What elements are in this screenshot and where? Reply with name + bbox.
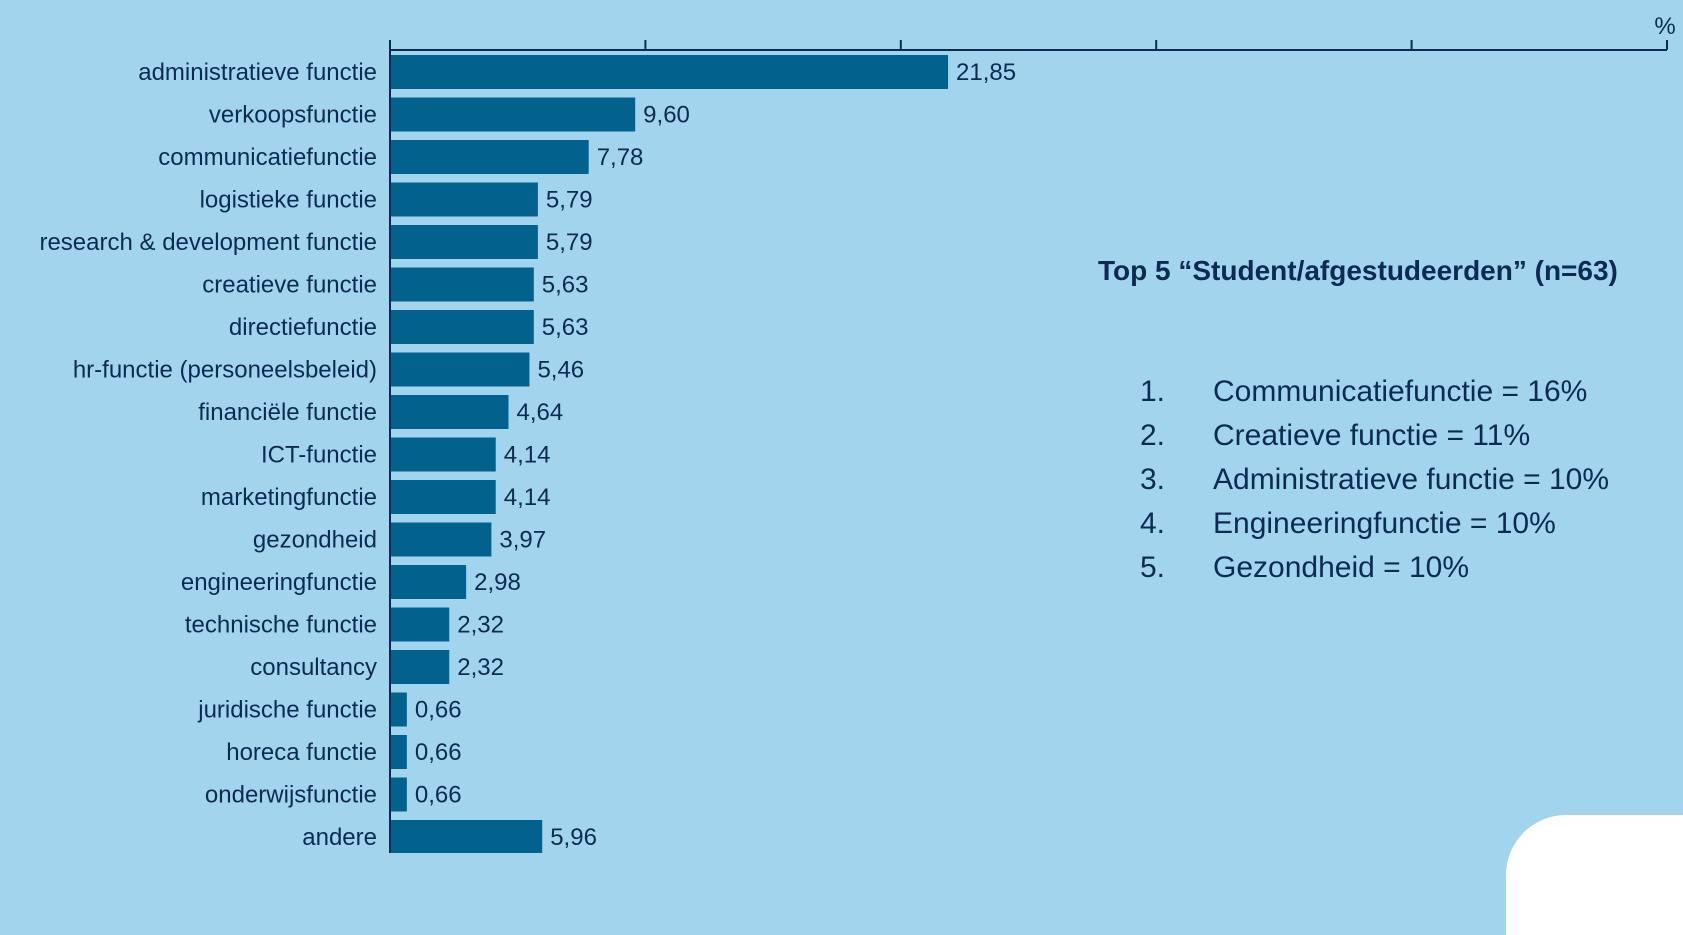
bar bbox=[391, 310, 534, 344]
bar bbox=[391, 480, 496, 514]
value-label: 5,96 bbox=[550, 824, 597, 851]
value-label: 21,85 bbox=[956, 59, 1016, 86]
value-label: 9,60 bbox=[643, 102, 690, 129]
category-label: research & development functie bbox=[39, 229, 377, 256]
top5-item-text: Administratieve functie = 10% bbox=[1213, 463, 1610, 496]
value-label: 2,32 bbox=[457, 654, 504, 681]
bar bbox=[391, 565, 467, 599]
category-label: communicatiefunctie bbox=[158, 144, 377, 171]
value-label: 5,79 bbox=[546, 187, 593, 214]
bar bbox=[391, 650, 450, 684]
value-label: 0,66 bbox=[415, 739, 462, 766]
value-label: 2,32 bbox=[457, 612, 504, 639]
category-label: andere bbox=[302, 824, 377, 851]
value-label: 5,63 bbox=[542, 272, 589, 299]
top5-item-number: 2. bbox=[1140, 419, 1166, 452]
value-label: 4,64 bbox=[517, 399, 564, 426]
top5-list: 1. Communicatiefunctie = 16% 2. Creatiev… bbox=[1140, 370, 1609, 590]
category-label: onderwijsfunctie bbox=[205, 782, 377, 809]
axis-unit-label: % bbox=[1654, 13, 1675, 40]
value-label: 2,98 bbox=[474, 569, 521, 596]
category-label: gezondheid bbox=[253, 527, 377, 554]
top5-item-number: 1. bbox=[1140, 375, 1166, 408]
category-label: logistieke functie bbox=[200, 187, 377, 214]
bar bbox=[391, 97, 636, 132]
top5-item-text: Communicatiefunctie = 16% bbox=[1213, 375, 1588, 408]
top5-item: 1. Communicatiefunctie = 16% bbox=[1140, 370, 1609, 414]
category-labels: administratieve functie verkoopsfunctie co… bbox=[39, 59, 377, 851]
value-label: 3,97 bbox=[499, 527, 546, 554]
category-label: consultancy bbox=[250, 654, 377, 681]
category-label: juridische functie bbox=[197, 697, 377, 724]
bar bbox=[391, 522, 492, 557]
bar bbox=[391, 55, 949, 89]
value-label: 4,14 bbox=[504, 484, 551, 511]
top5-item-number: 3. bbox=[1140, 463, 1166, 496]
bar bbox=[391, 140, 589, 174]
bar-chart: % administratieve functie verkoopsfunctie… bbox=[39, 13, 1676, 853]
bar bbox=[391, 735, 407, 769]
category-label: creatieve functie bbox=[202, 272, 377, 299]
corner-decoration bbox=[1506, 815, 1683, 935]
value-label: 5,46 bbox=[537, 357, 584, 384]
value-label: 5,79 bbox=[546, 229, 593, 256]
bar bbox=[391, 267, 534, 302]
category-label: technische functie bbox=[185, 612, 377, 639]
category-label: ICT-functie bbox=[261, 442, 377, 469]
top5-item-number: 4. bbox=[1140, 507, 1166, 540]
value-label: 7,78 bbox=[597, 144, 644, 171]
category-label: verkoopsfunctie bbox=[209, 102, 377, 129]
category-label: administratieve functie bbox=[138, 59, 377, 86]
top5-item: 5. Gezondheid = 10% bbox=[1140, 546, 1609, 590]
bar bbox=[391, 607, 450, 642]
category-label: marketingfunctie bbox=[201, 484, 377, 511]
value-label: 0,66 bbox=[415, 782, 462, 809]
bars-group bbox=[391, 55, 949, 853]
category-label: financiële functie bbox=[198, 399, 377, 426]
category-label: engineeringfunctie bbox=[181, 569, 377, 596]
top5-item: 2. Creatieve functie = 11% bbox=[1140, 414, 1609, 458]
bar bbox=[391, 352, 530, 387]
value-label: 4,14 bbox=[504, 442, 551, 469]
value-label: 0,66 bbox=[415, 697, 462, 724]
top5-item-text: Engineeringfunctie = 10% bbox=[1213, 507, 1556, 540]
bar bbox=[391, 437, 496, 472]
bar bbox=[391, 182, 538, 217]
category-label: hr-functie (personeelsbeleid) bbox=[73, 357, 377, 384]
top5-item: 4. Engineeringfunctie = 10% bbox=[1140, 502, 1609, 546]
top5-title: Top 5 “Student/afgestudeerden” (n=63) bbox=[1098, 255, 1618, 286]
value-label: 5,63 bbox=[542, 314, 589, 341]
top5-item-text: Creatieve functie = 11% bbox=[1213, 419, 1531, 452]
bar bbox=[391, 777, 407, 812]
value-labels: 21,859,607,785,795,795,635,635,464,644,1… bbox=[415, 59, 1016, 851]
bar bbox=[391, 225, 538, 259]
category-label: directiefunctie bbox=[229, 314, 377, 341]
bar bbox=[391, 820, 543, 853]
top5-item: 3. Administratieve functie = 10% bbox=[1140, 458, 1609, 502]
bar bbox=[391, 692, 407, 727]
x-axis: % bbox=[389, 13, 1676, 853]
bar bbox=[391, 395, 509, 429]
top5-item-number: 5. bbox=[1140, 551, 1166, 584]
top5-item-text: Gezondheid = 10% bbox=[1213, 551, 1470, 584]
category-label: horeca functie bbox=[226, 739, 377, 766]
